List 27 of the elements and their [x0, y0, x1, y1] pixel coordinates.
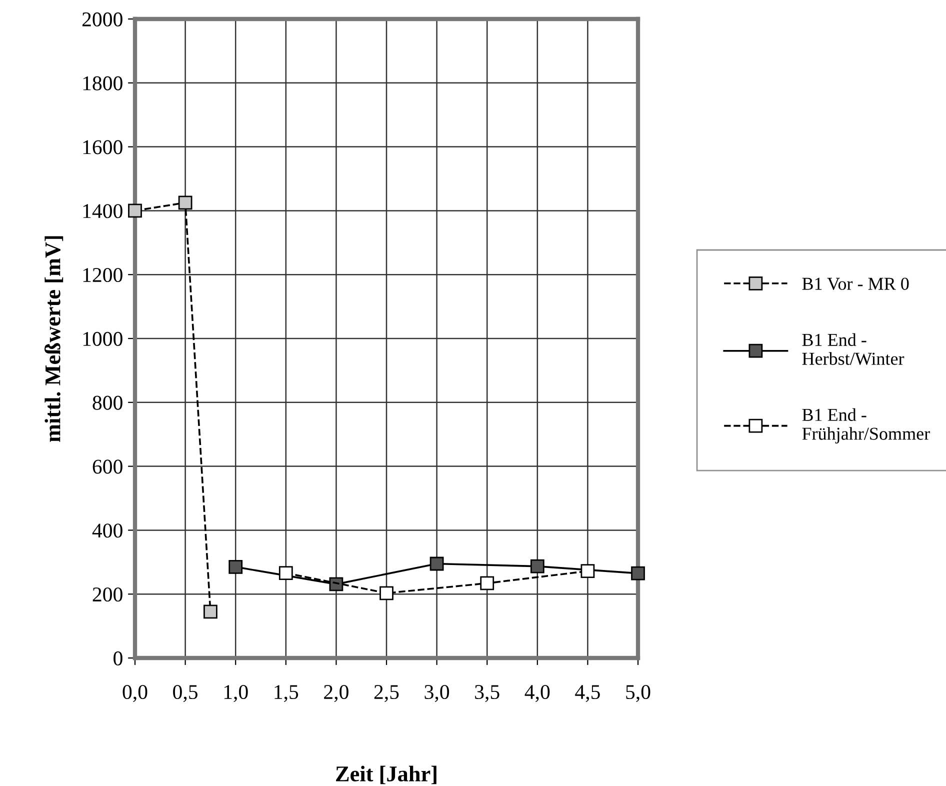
y-tick-label: 0 [114, 651, 122, 666]
x-tick-label: 5,0 [626, 684, 650, 702]
y-tick-label: 600 [92, 460, 122, 474]
y-tick-label: 1400 [83, 204, 122, 218]
y-tick-label: 1000 [83, 332, 122, 346]
y-tick-label: 1200 [83, 268, 122, 282]
y-tick-label: 200 [92, 587, 122, 602]
x-tick-label: 3,0 [424, 684, 450, 702]
x-tick-label: 3,5 [475, 685, 500, 702]
x-tick-label: 4,0 [524, 684, 550, 702]
x-tick-label: 0,0 [122, 684, 148, 702]
x-tick-label: 0,5 [173, 684, 198, 702]
y-tick-label: 1600 [83, 140, 122, 154]
y-tick-label: 800 [92, 396, 122, 410]
x-tick-label: 1,0 [224, 684, 248, 702]
y-tick-label: 400 [92, 524, 122, 538]
x-tick-label: 2,0 [324, 684, 348, 702]
x-axis-title: Zeit [Jahr] [336, 766, 436, 784]
legend-label: B1 Vor - MR 0 [802, 278, 909, 290]
y-tick-label: 2000 [82, 12, 122, 26]
legend-label: B1 End - Herbst/Winter [802, 333, 904, 365]
legend-label: B1 End - Frühjahr/Sommer [802, 408, 930, 444]
x-tick-label: 4,5 [575, 685, 600, 702]
y-tick-label: 1800 [83, 76, 122, 90]
x-tick-label: 1,5 [274, 685, 298, 702]
y-axis-title: mittl. Meßwerte [mV] [44, 236, 64, 442]
x-tick-label: 2,5 [374, 685, 399, 702]
